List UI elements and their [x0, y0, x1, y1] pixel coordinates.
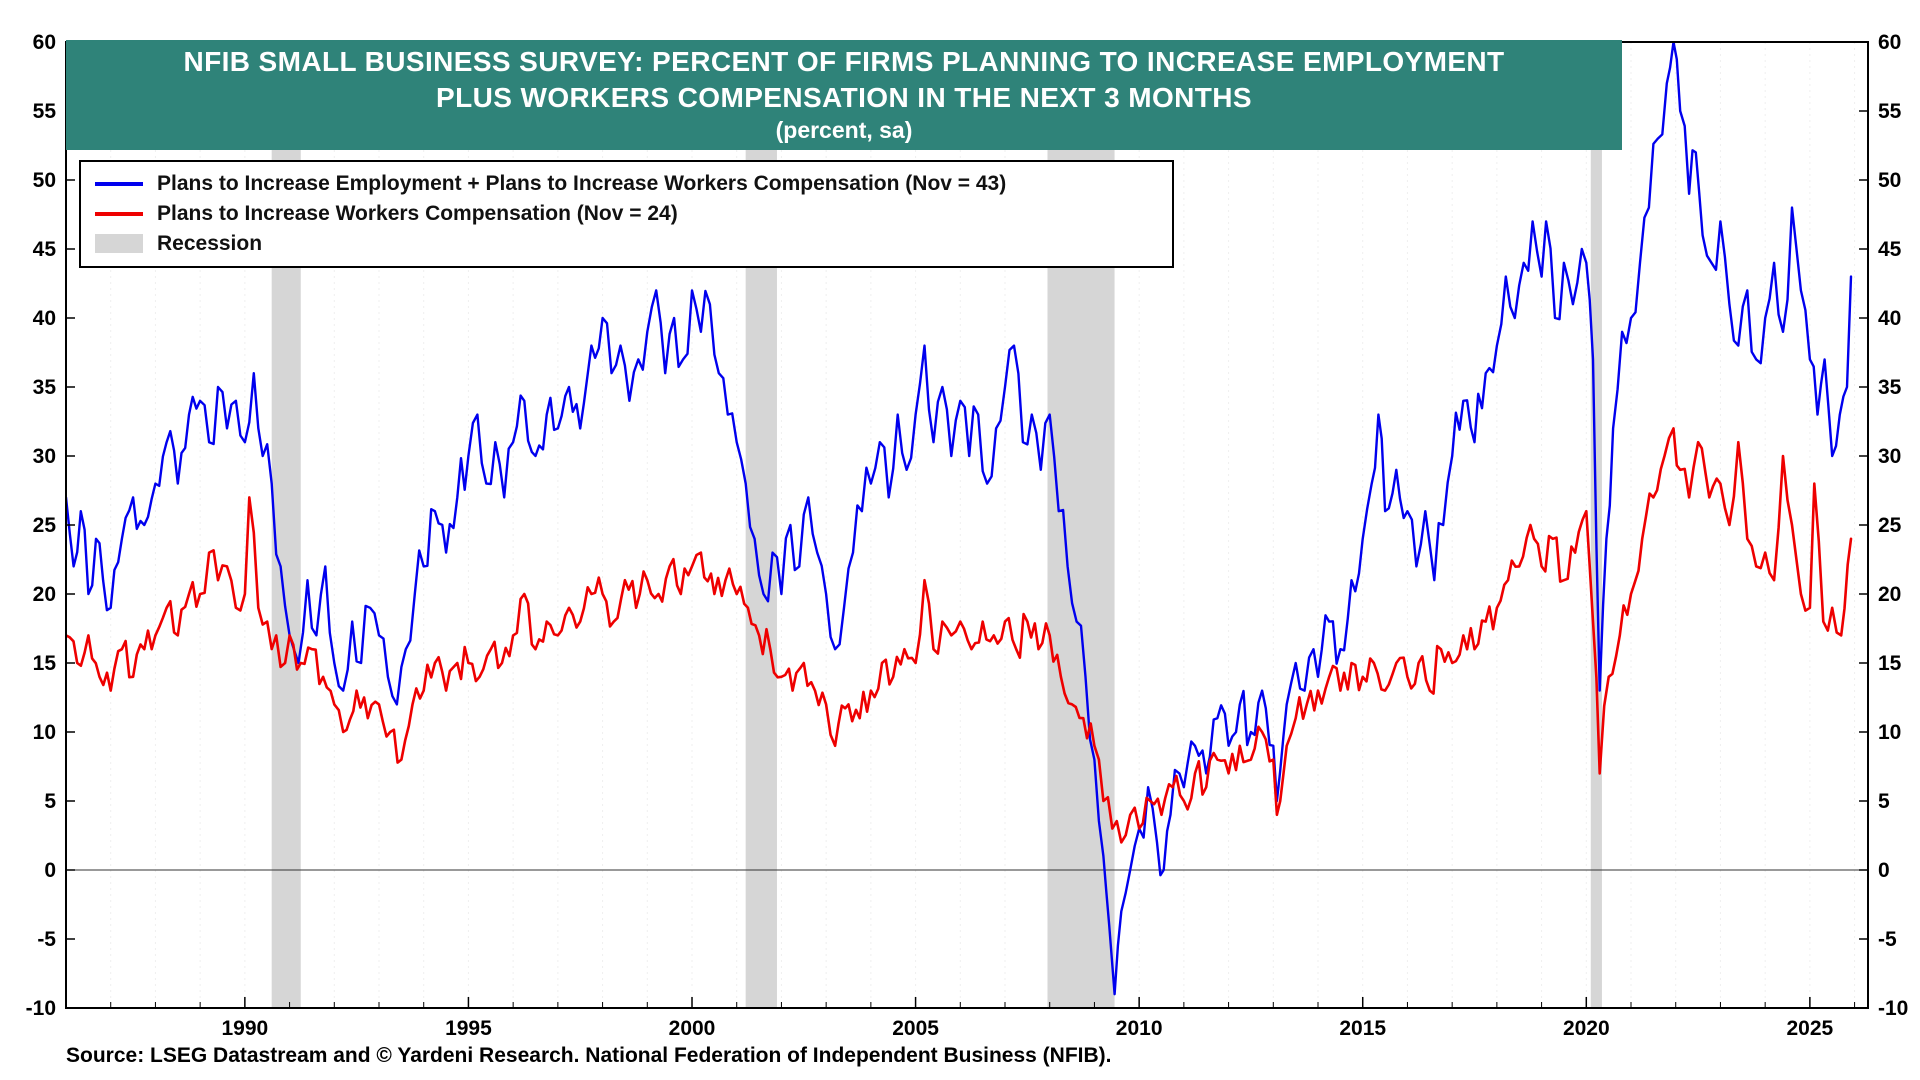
y-tick-label-right: 50 — [1878, 169, 1901, 192]
y-tick-label-right: 40 — [1878, 307, 1901, 330]
y-tick-label-right: 25 — [1878, 514, 1902, 537]
y-tick-label-left: 0 — [44, 859, 56, 882]
chart-title-banner: NFIB SMALL BUSINESS SURVEY: PERCENT OF F… — [66, 40, 1622, 150]
series-group — [66, 42, 1853, 996]
chart-subtitle: (percent, sa) — [775, 116, 913, 143]
y-tick-label-right: 10 — [1878, 721, 1901, 744]
y-tick-label-right: 45 — [1878, 238, 1902, 261]
legend-label-recession: Recession — [157, 232, 263, 256]
legend-line-swatch-blue — [95, 181, 143, 186]
y-tick-label-left: 45 — [33, 238, 57, 261]
legend-line-swatch-red — [95, 211, 143, 216]
y-tick-label-right: 55 — [1878, 100, 1902, 123]
legend-label-workers-comp: Plans to Increase Workers Compensation (… — [157, 202, 678, 226]
legend: Plans to Increase Employment + Plans to … — [79, 160, 1174, 268]
legend-label-employment-plus-comp: Plans to Increase Employment + Plans to … — [157, 172, 1007, 195]
x-tick-label: 2005 — [892, 1017, 939, 1040]
y-tick-label-right: 20 — [1878, 583, 1901, 606]
x-tick-label: 2020 — [1563, 1017, 1610, 1040]
y-tick-label-right: 0 — [1878, 859, 1890, 882]
series-line-workers-comp — [66, 427, 1853, 844]
gridlines — [65, 42, 1856, 1008]
y-tick-label-left: 40 — [33, 307, 56, 330]
x-tick-label: 2000 — [669, 1017, 716, 1040]
x-tick-label: 2010 — [1116, 1017, 1163, 1040]
y-tick-label-left: 25 — [33, 514, 57, 537]
chart-title-line1: NFIB SMALL BUSINESS SURVEY: PERCENT OF F… — [183, 46, 1505, 78]
y-tick-label-left: 15 — [33, 652, 57, 675]
y-tick-label-left: 10 — [33, 721, 56, 744]
y-tick-label-right: 30 — [1878, 445, 1901, 468]
legend-item-workers-comp: Plans to Increase Workers Compensation (… — [95, 201, 1158, 226]
y-tick-label-right: 35 — [1878, 376, 1902, 399]
y-tick-label-right: 60 — [1878, 31, 1901, 54]
y-tick-label-right: -10 — [1878, 997, 1908, 1020]
legend-item-recession: Recession — [95, 231, 1158, 256]
y-tick-label-left: 35 — [33, 376, 57, 399]
y-tick-label-left: -10 — [26, 997, 56, 1020]
y-tick-label-right: 15 — [1878, 652, 1902, 675]
x-tick-label: 1995 — [445, 1017, 492, 1040]
x-tick-label: 1990 — [221, 1017, 268, 1040]
series-line-employment-plus-comp — [66, 42, 1853, 996]
x-tick-label: 2015 — [1339, 1017, 1386, 1040]
chart-title-line2: PLUS WORKERS COMPENSATION IN THE NEXT 3 … — [436, 81, 1252, 113]
y-tick-label-left: 55 — [33, 100, 57, 123]
y-tick-label-left: 20 — [33, 583, 56, 606]
y-tick-label-left: 60 — [33, 31, 56, 54]
y-tick-label-left: -5 — [37, 928, 56, 951]
legend-band-swatch-recession — [95, 234, 143, 254]
y-tick-label-left: 50 — [33, 169, 56, 192]
y-tick-label-right: 5 — [1878, 790, 1890, 813]
x-axis: 1990 1995 2000 2005 2010 2015 2020 2025 — [65, 997, 1856, 1040]
x-tick-label: 2025 — [1787, 1017, 1834, 1040]
y-tick-label-left: 5 — [44, 790, 56, 813]
source-note: Source: LSEG Datastream and © Yardeni Re… — [66, 1044, 1112, 1067]
y-tick-label-right: -5 — [1878, 928, 1897, 951]
legend-item-employment-plus-comp: Plans to Increase Employment + Plans to … — [95, 171, 1158, 196]
y-tick-label-left: 30 — [33, 445, 56, 468]
